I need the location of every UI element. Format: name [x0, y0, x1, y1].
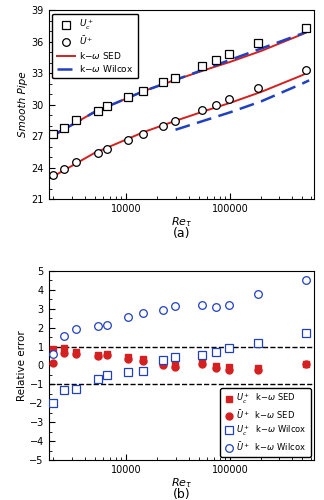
Legend: $U_c^+$, $\bar{U}^+$, k$-\omega$ SED, k$-\omega$ Wilcox: $U_c^+$, $\bar{U}^+$, k$-\omega$ SED, k$…	[52, 14, 138, 78]
Y-axis label: Relative error: Relative error	[17, 330, 27, 401]
Text: (b): (b)	[173, 488, 190, 500]
Y-axis label: Smooth Pipe: Smooth Pipe	[18, 72, 29, 138]
X-axis label: $Re_{\tau}$: $Re_{\tau}$	[171, 216, 192, 229]
X-axis label: $Re_{\tau}$: $Re_{\tau}$	[171, 476, 192, 490]
Text: (a): (a)	[173, 228, 190, 240]
Legend: $U_c^+$  k$-\omega$ SED, $\bar{U}^+$  k$-\omega$ SED, $U_c^+$  k$-\omega$ Wilcox: $U_c^+$ k$-\omega$ SED, $\bar{U}^+$ k$-\…	[220, 388, 311, 456]
